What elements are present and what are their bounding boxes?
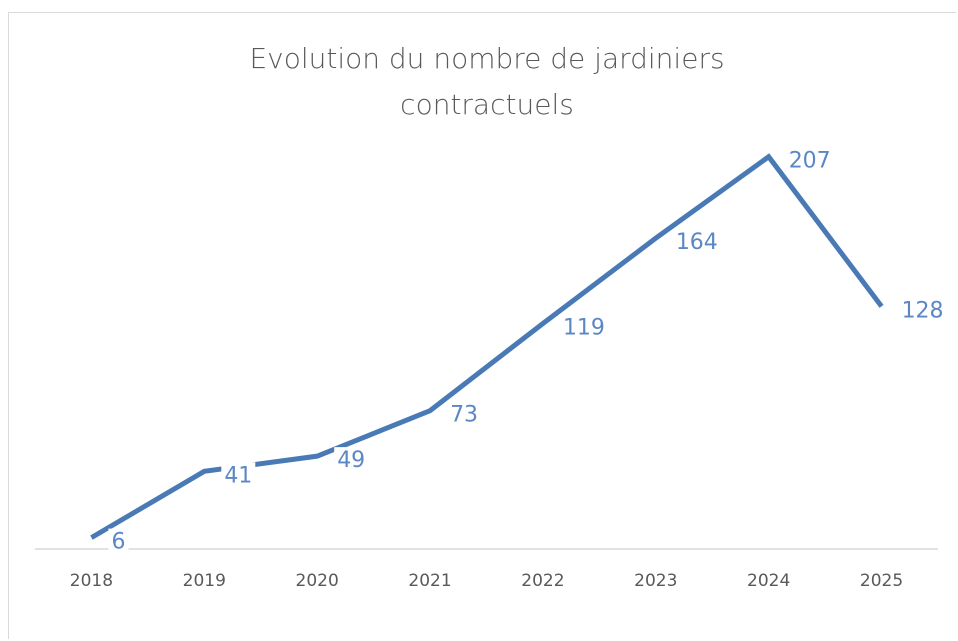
x-tick-label: 2021 [408, 571, 451, 591]
x-tick-label: 2018 [70, 571, 113, 591]
x-tick-label: 2023 [634, 571, 677, 591]
data-label: 49 [337, 448, 365, 473]
data-label-bg [447, 401, 482, 429]
chart-title: Evolution du nombre de jardiniers contra… [249, 42, 725, 121]
data-label: 207 [789, 149, 831, 174]
data-label-bg [108, 528, 129, 556]
data-label-bg [672, 229, 721, 257]
x-tick-label: 2020 [296, 571, 339, 591]
data-label: 73 [450, 403, 478, 428]
data-label: 119 [563, 315, 605, 340]
x-tick-label: 2024 [747, 571, 790, 591]
x-tick-label: 2025 [860, 571, 903, 591]
x-tick-label: 2022 [521, 571, 564, 591]
data-label: 128 [902, 298, 944, 323]
data-label-bg [221, 462, 256, 490]
data-label-bg [334, 447, 369, 475]
x-tick-label: 2019 [183, 571, 226, 591]
data-label-bg [559, 314, 608, 342]
data-label-bg [898, 297, 947, 325]
data-label: 6 [111, 530, 125, 555]
data-label: 164 [676, 230, 718, 255]
chart-frame [8, 12, 956, 639]
data-line [90, 153, 884, 540]
data-label-bg [785, 147, 834, 175]
data-label: 41 [224, 463, 252, 488]
